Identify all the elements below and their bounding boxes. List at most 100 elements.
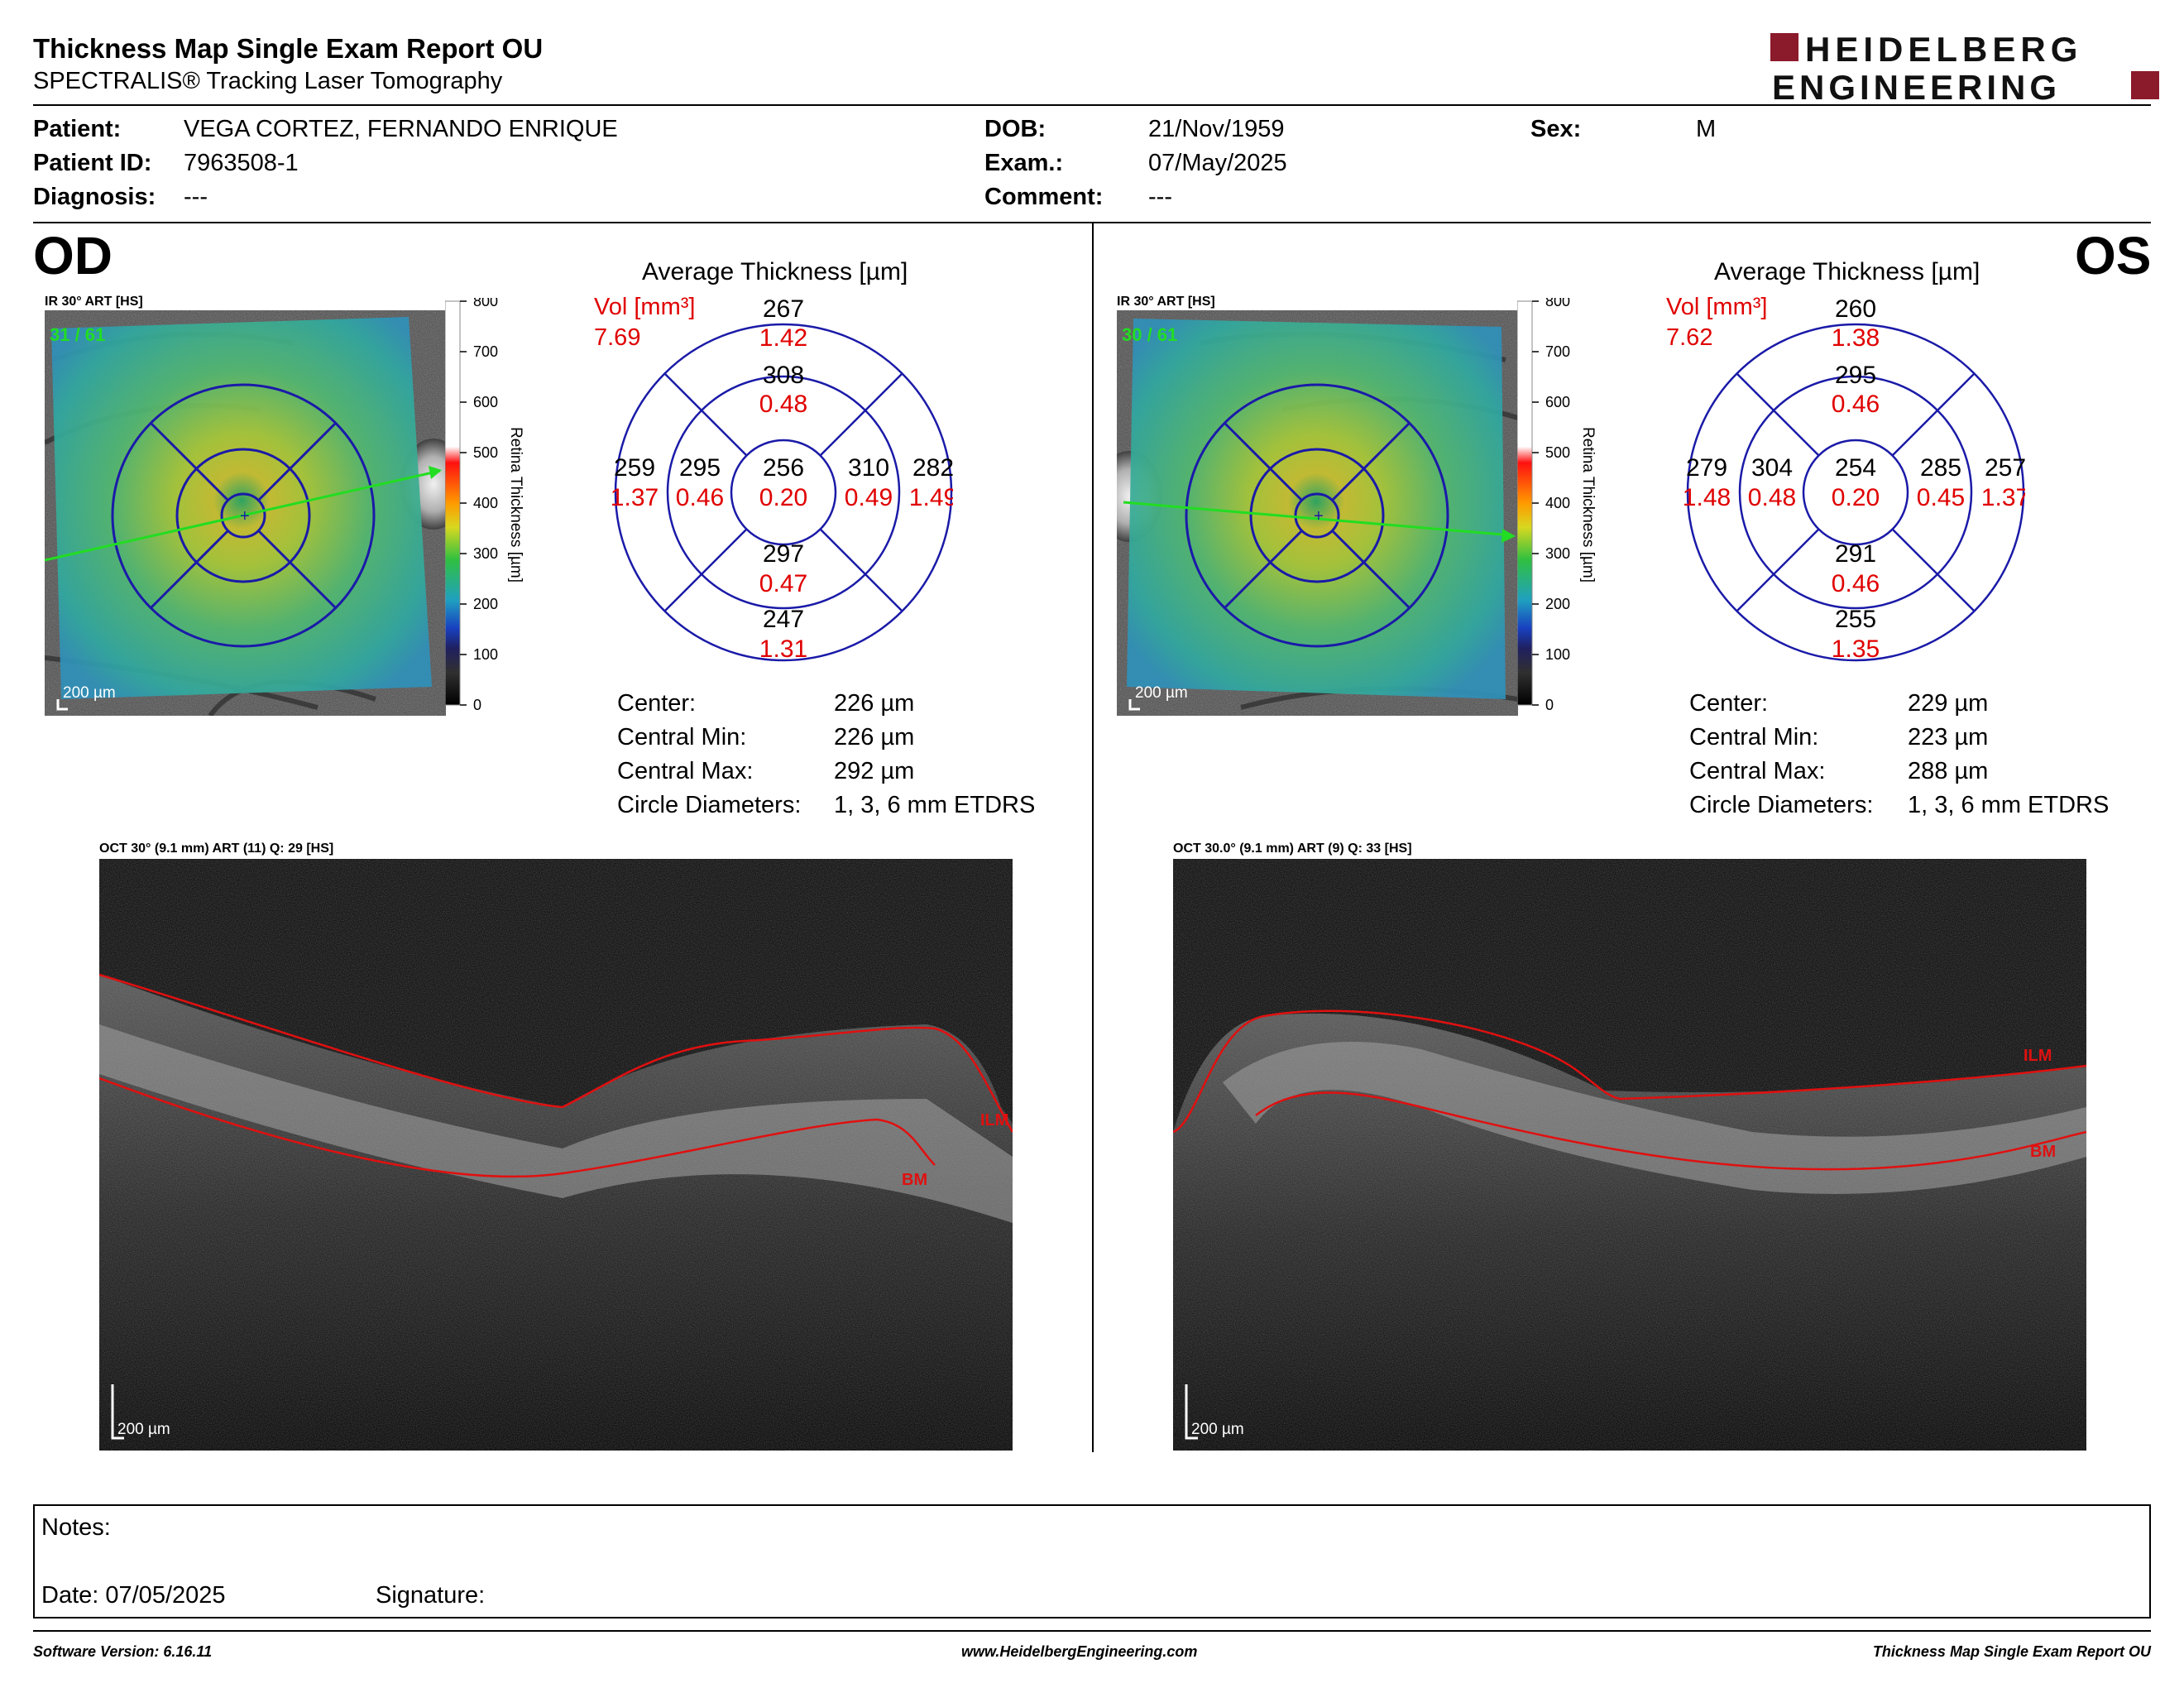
svg-text:+: + [240, 507, 250, 525]
od-colorbar-tick: 700 [473, 343, 498, 360]
od-center-volume: 0.20 [759, 484, 807, 511]
os-colorbar-tick: 700 [1545, 343, 1570, 360]
os-inner-right-thickness: 285 [1920, 454, 1961, 482]
od-colorbar: 800 700 600 500 400 300 200 100 0 Retina Thickne… [445, 298, 524, 713]
od-colorbar-tick: 400 [473, 495, 498, 511]
os-fundus-image: + 30 / 61 200 µm [1117, 310, 1518, 716]
os-diam-label: Circle Diameters: [1689, 792, 1874, 818]
od-inner-right-thickness: 310 [848, 454, 889, 482]
notes-label: Notes: [41, 1514, 111, 1541]
od-outer-left-thickness: 259 [614, 454, 655, 482]
os-colorbar-tick: 500 [1545, 444, 1570, 461]
os-vol-total: 7.62 [1666, 324, 1712, 351]
sex-value: M [1696, 116, 1717, 142]
sex-label: Sex: [1530, 116, 1582, 142]
od-scale-label: 200 µm [63, 684, 116, 702]
patient-id-value: 7963508-1 [184, 150, 299, 176]
od-frame-count: 31 / 61 [50, 324, 105, 345]
od-outer-sup-thickness: 267 [763, 295, 804, 323]
od-center-value: 226 µm [834, 690, 915, 717]
od-inner-left-thickness: 295 [679, 454, 721, 482]
os-oct-caption: OCT 30.0° (9.1 mm) ART (9) Q: 33 [HS] [1173, 842, 1412, 856]
od-etdrs-grid: Vol [mm³] 7.69 267 1.42 308 0.48 256 0.2… [594, 294, 953, 663]
dob-label: DOB: [984, 116, 1046, 142]
os-colorbar: 800 700 600 500 400 300 200 100 0 Retina Thickne… [1517, 298, 1597, 713]
od-ilm-label: ILM [980, 1111, 1008, 1129]
os-colorbar-tick: 0 [1545, 697, 1554, 713]
os-inner-sup-volume: 0.46 [1832, 391, 1880, 418]
od-outer-inf-thickness: 247 [763, 606, 804, 633]
os-ilm-label: ILM [2024, 1047, 2052, 1065]
os-colorbar-tick: 800 [1545, 298, 1570, 309]
od-bm-label: BM [902, 1171, 927, 1189]
od-colorbar-label: Retina Thickness [µm] [507, 427, 524, 583]
od-min-label: Central Min: [617, 724, 747, 750]
od-inner-sup-volume: 0.48 [759, 391, 807, 418]
os-center-thickness: 254 [1835, 454, 1876, 482]
os-colorbar-tick: 600 [1545, 394, 1570, 410]
os-max-label: Central Max: [1689, 758, 1826, 784]
report-subtitle: SPECTRALIS® Tracking Laser Tomography [33, 68, 503, 94]
os-min-value: 223 µm [1908, 724, 1989, 750]
os-colorbar-tick: 200 [1545, 596, 1570, 612]
os-diam-value: 1, 3, 6 mm ETDRS [1908, 792, 2110, 818]
os-avg-title: Average Thickness [µm] [1714, 258, 1980, 285]
od-colorbar-tick: 100 [473, 646, 498, 663]
od-inner-inf-volume: 0.47 [759, 570, 807, 597]
os-oct-bscan: ILM BM 200 µm [1173, 859, 2086, 1451]
od-colorbar-tick: 300 [473, 545, 498, 562]
os-center-value: 229 µm [1908, 690, 1989, 717]
diagnosis-label: Diagnosis: [33, 184, 156, 210]
os-colorbar-tick: 400 [1545, 495, 1570, 511]
header-rule [33, 104, 2151, 106]
od-center-label: Center: [617, 690, 697, 717]
od-inner-right-volume: 0.49 [845, 484, 893, 511]
od-outer-right-thickness: 282 [912, 454, 953, 482]
footer-software-version: Software Version: 6.16.11 [33, 1643, 213, 1660]
od-vol-total: 7.69 [594, 324, 640, 351]
od-avg-title: Average Thickness [µm] [642, 258, 908, 285]
od-max-value: 292 µm [834, 758, 915, 784]
os-max-value: 288 µm [1908, 758, 1989, 784]
signature-label: Signature: [376, 1582, 486, 1609]
notes-box[interactable]: Notes: Date: 07/05/2025 Signature: [33, 1504, 2151, 1618]
patient-value: VEGA CORTEZ, FERNANDO ENRIQUE [184, 116, 618, 142]
os-oct-scale: 200 µm [1191, 1421, 1244, 1438]
footer-report-name: Thickness Map Single Exam Report OU [1872, 1643, 2151, 1660]
os-scale-label: 200 µm [1135, 684, 1188, 702]
od-outer-right-volume: 1.49 [909, 484, 953, 511]
os-outer-right-thickness: 257 [1985, 454, 2025, 482]
svg-text:+: + [1314, 507, 1324, 525]
footer-website-link[interactable]: www.HeidelbergEngineering.com [961, 1643, 1198, 1660]
od-diam-label: Circle Diameters: [617, 792, 802, 818]
os-outer-left-volume: 1.48 [1683, 484, 1731, 511]
od-colorbar-tick: 0 [473, 697, 481, 713]
patient-label: Patient: [33, 116, 122, 142]
logo-line2: ENGINEERING [1772, 68, 2061, 103]
exam-value: 07/May/2025 [1148, 150, 1287, 176]
patient-id-label: Patient ID: [33, 150, 152, 176]
od-inner-inf-thickness: 297 [763, 540, 804, 568]
os-outer-sup-volume: 1.38 [1832, 324, 1880, 352]
os-outer-inf-volume: 1.35 [1832, 635, 1880, 663]
od-outer-left-volume: 1.37 [611, 484, 659, 511]
os-frame-count: 30 / 61 [1122, 324, 1177, 345]
od-eye-label: OD [33, 226, 113, 285]
od-oct-caption: OCT 30° (9.1 mm) ART (11) Q: 29 [HS] [99, 842, 334, 856]
exam-label: Exam.: [984, 150, 1064, 176]
heidelberg-logo: HEIDELBERG ENGINEERING [1770, 30, 2159, 103]
od-ir-caption: IR 30° ART [HS] [45, 295, 143, 309]
od-colorbar-tick: 800 [473, 298, 498, 309]
report-title: Thickness Map Single Exam Report OU [33, 33, 544, 64]
dob-value: 21/Nov/1959 [1148, 116, 1285, 142]
os-vol-label: Vol [mm³] [1666, 294, 1767, 320]
od-inner-left-volume: 0.46 [676, 484, 724, 511]
comment-label: Comment: [984, 184, 1104, 210]
od-max-label: Central Max: [617, 758, 754, 784]
os-outer-left-thickness: 279 [1686, 454, 1727, 482]
os-colorbar-label: Retina Thickness [µm] [1579, 427, 1597, 583]
od-center-thickness: 256 [763, 454, 804, 482]
od-colorbar-tick: 200 [473, 596, 498, 612]
date-label: Date: 07/05/2025 [41, 1582, 226, 1609]
footer-rule [33, 1630, 2151, 1632]
